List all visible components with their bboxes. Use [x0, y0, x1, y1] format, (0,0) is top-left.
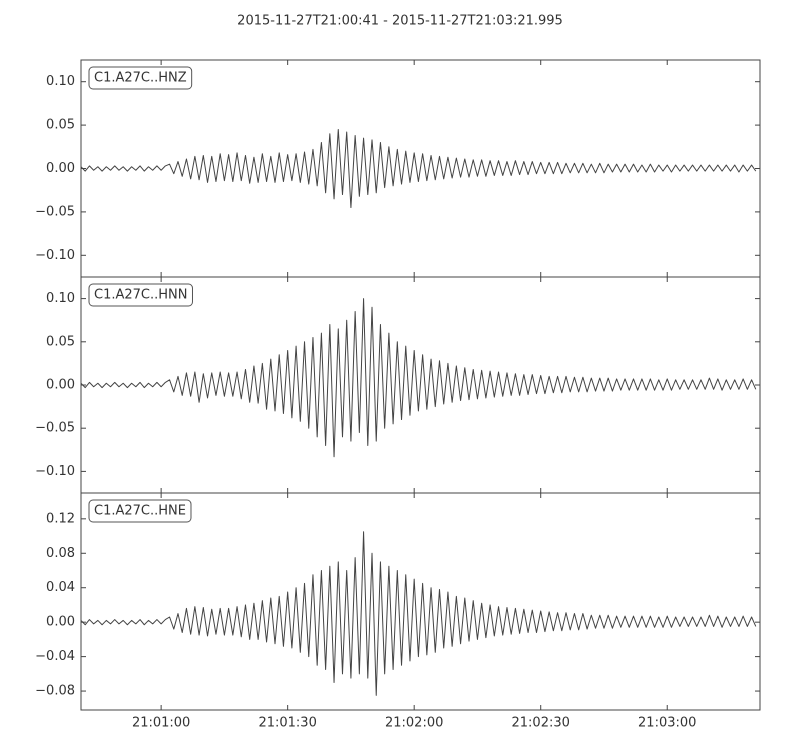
legend-box	[88, 499, 192, 523]
plot-frame	[80, 492, 761, 711]
plot-area	[81, 531, 757, 696]
y-tick-label: −0.05	[35, 204, 75, 219]
y-tick-label: 0.00	[46, 378, 75, 393]
chart-title: 2015-11-27T21:00:41 - 2015-11-27T21:03:2…	[237, 14, 563, 29]
x-tick-label: 21:01:00	[132, 716, 190, 731]
y-tick-label: 0.12	[46, 511, 75, 526]
y-tick-label: 0.00	[46, 161, 75, 176]
y-tick-label: −0.05	[35, 421, 75, 436]
x-tick-label: 21:02:30	[512, 716, 570, 731]
x-tick-label: 21:03:00	[638, 716, 696, 731]
legend-label: C1.A27C..HNE	[94, 504, 186, 519]
y-tick-label: 0.10	[46, 291, 75, 306]
y-tick-label: 0.08	[46, 546, 75, 561]
x-tick-label: 21:01:30	[258, 716, 316, 731]
plot-area	[81, 298, 757, 458]
y-tick-label: −0.08	[35, 684, 75, 699]
y-tick-label: 0.10	[46, 74, 75, 89]
y-tick-label: 0.05	[46, 334, 75, 349]
y-tick-label: 0.00	[46, 615, 75, 630]
y-tick-label: −0.04	[35, 649, 75, 664]
legend-label: C1.A27C..HNN	[94, 288, 187, 303]
plot-area	[81, 128, 757, 209]
waveform	[81, 298, 757, 458]
y-tick-label: −0.10	[35, 464, 75, 479]
y-tick-label: 0.04	[46, 580, 75, 595]
x-tick-label: 21:02:00	[385, 716, 443, 731]
y-tick-label: −0.10	[35, 248, 75, 263]
legend-box	[88, 283, 193, 307]
waveform	[81, 531, 757, 696]
y-tick-label: 0.05	[46, 118, 75, 133]
legend-box	[88, 66, 193, 90]
waveform	[81, 128, 757, 209]
legend-label: C1.A27C..HNZ	[94, 71, 187, 86]
